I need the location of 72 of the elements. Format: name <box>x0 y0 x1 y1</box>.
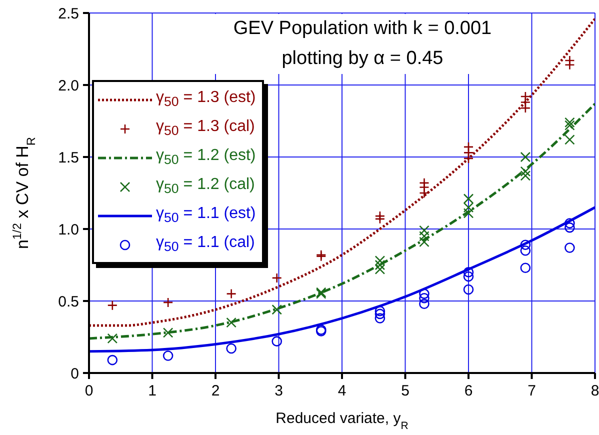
point <box>107 300 118 310</box>
point <box>374 214 386 224</box>
point <box>463 267 474 278</box>
point <box>419 288 430 299</box>
line-series <box>89 18 595 327</box>
x-tick-label: 5 <box>401 382 410 400</box>
point <box>374 313 386 324</box>
point <box>419 225 430 236</box>
legend-label: γ$_{50}$ = 1.3 (cal) <box>156 118 255 139</box>
x-tick-label: 6 <box>464 382 473 400</box>
y-tick-label: 2.5 <box>58 5 79 22</box>
point <box>520 170 531 181</box>
point <box>107 354 118 366</box>
point <box>564 222 575 233</box>
point <box>564 60 575 70</box>
legend-label: γ$_{50}$ = 1.1 (cal) <box>156 234 255 255</box>
chart-title: GEV Population with k = 0.001 <box>232 17 493 41</box>
y-tick-label: 2.0 <box>58 77 79 94</box>
x-tick-label: 3 <box>274 382 283 400</box>
point <box>226 343 236 354</box>
point <box>162 328 174 338</box>
point <box>564 218 575 228</box>
x-tick-label: 8 <box>590 382 599 400</box>
point <box>272 272 282 284</box>
text: plotting by α = 0.45 <box>280 47 444 71</box>
point <box>226 317 236 328</box>
point <box>226 288 236 299</box>
x-tick-label: 2 <box>211 382 220 400</box>
point <box>520 262 531 274</box>
point <box>564 242 575 253</box>
point <box>463 284 474 295</box>
x-tick-label: 1 <box>148 382 156 400</box>
x-tick-label: 0 <box>84 382 94 400</box>
point <box>419 298 430 310</box>
y-tick-label: 1.5 <box>58 149 79 166</box>
y-tick-label: 1.0 <box>58 221 79 238</box>
point <box>463 202 474 213</box>
point <box>463 208 474 218</box>
legend-label: γ$_{50}$ = 1.1 (est) <box>156 205 256 226</box>
point <box>564 134 575 145</box>
point <box>162 350 174 361</box>
point <box>463 271 474 282</box>
legend-label: γ$_{50}$ = 1.2 (cal) <box>156 176 255 197</box>
point <box>419 236 430 248</box>
point <box>272 336 282 346</box>
point <box>564 120 575 130</box>
legend-label: γ$_{50}$ = 1.2 (est) <box>156 147 256 168</box>
point <box>419 231 430 242</box>
point <box>419 292 430 304</box>
point <box>463 194 474 204</box>
point <box>520 240 531 250</box>
point <box>419 188 430 198</box>
point <box>520 166 531 177</box>
y-tick-label: 0.5 <box>58 293 79 310</box>
x-tick-label: 7 <box>528 382 536 400</box>
x-axis-title: Reduced variate, y$_{R}$ <box>276 410 409 432</box>
x-tick-label: 4 <box>338 382 346 400</box>
point <box>374 264 386 274</box>
point <box>374 256 386 266</box>
point <box>107 333 118 344</box>
point <box>374 308 386 320</box>
point <box>520 102 531 114</box>
y-tick-label: 0 <box>70 365 79 382</box>
point <box>162 297 174 308</box>
point <box>374 306 386 316</box>
point <box>520 152 531 162</box>
point <box>463 153 474 164</box>
legend-label: γ$_{50}$ = 1.3 (est) <box>156 89 256 110</box>
point <box>272 304 282 315</box>
point <box>374 260 386 270</box>
point <box>564 117 575 128</box>
point <box>520 245 531 256</box>
